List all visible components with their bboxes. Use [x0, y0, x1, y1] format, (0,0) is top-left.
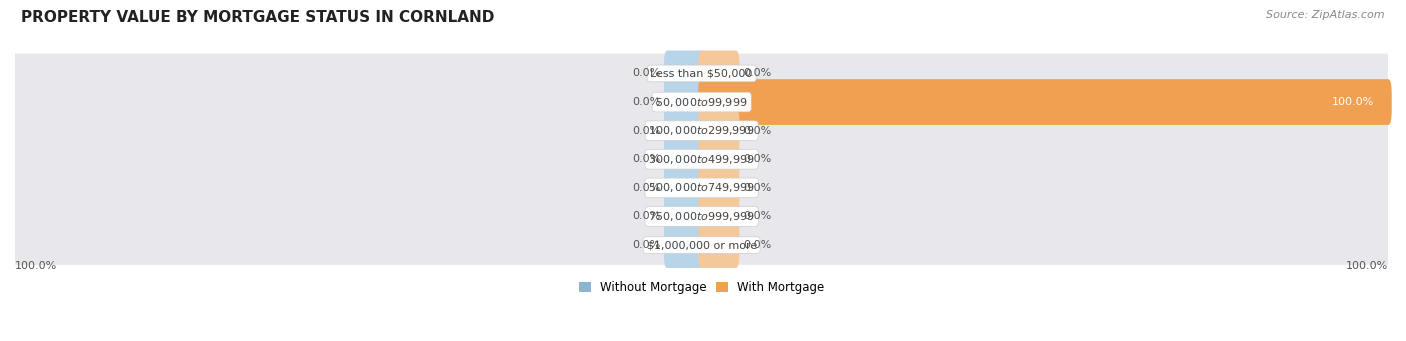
FancyBboxPatch shape	[664, 136, 704, 182]
FancyBboxPatch shape	[3, 197, 1400, 236]
FancyBboxPatch shape	[664, 50, 704, 96]
Text: 0.0%: 0.0%	[633, 183, 661, 193]
Text: 0.0%: 0.0%	[742, 69, 770, 78]
Text: 100.0%: 100.0%	[1346, 261, 1388, 271]
FancyBboxPatch shape	[664, 222, 704, 268]
Text: 0.0%: 0.0%	[633, 97, 661, 107]
FancyBboxPatch shape	[3, 139, 1400, 179]
Text: $50,000 to $99,999: $50,000 to $99,999	[655, 95, 748, 108]
FancyBboxPatch shape	[664, 194, 704, 239]
Text: Less than $50,000: Less than $50,000	[651, 69, 752, 78]
Text: $750,000 to $999,999: $750,000 to $999,999	[648, 210, 755, 223]
Text: $100,000 to $299,999: $100,000 to $299,999	[648, 124, 755, 137]
Legend: Without Mortgage, With Mortgage: Without Mortgage, With Mortgage	[574, 276, 830, 299]
Text: 100.0%: 100.0%	[1333, 97, 1375, 107]
FancyBboxPatch shape	[664, 108, 704, 153]
FancyBboxPatch shape	[699, 108, 740, 153]
FancyBboxPatch shape	[699, 136, 740, 182]
Text: $300,000 to $499,999: $300,000 to $499,999	[648, 153, 755, 166]
Text: 0.0%: 0.0%	[742, 154, 770, 164]
Text: 0.0%: 0.0%	[633, 211, 661, 222]
Text: 100.0%: 100.0%	[15, 261, 58, 271]
Text: $1,000,000 or more: $1,000,000 or more	[647, 240, 756, 250]
FancyBboxPatch shape	[699, 222, 740, 268]
FancyBboxPatch shape	[3, 168, 1400, 208]
Text: 0.0%: 0.0%	[742, 125, 770, 136]
Text: 0.0%: 0.0%	[633, 69, 661, 78]
Text: 0.0%: 0.0%	[742, 183, 770, 193]
Text: $500,000 to $749,999: $500,000 to $749,999	[648, 181, 755, 194]
Text: 0.0%: 0.0%	[633, 125, 661, 136]
FancyBboxPatch shape	[3, 111, 1400, 150]
Text: 0.0%: 0.0%	[633, 240, 661, 250]
FancyBboxPatch shape	[699, 79, 1392, 125]
FancyBboxPatch shape	[3, 54, 1400, 93]
Text: PROPERTY VALUE BY MORTGAGE STATUS IN CORNLAND: PROPERTY VALUE BY MORTGAGE STATUS IN COR…	[21, 10, 495, 25]
Text: Source: ZipAtlas.com: Source: ZipAtlas.com	[1267, 10, 1385, 20]
FancyBboxPatch shape	[3, 225, 1400, 265]
FancyBboxPatch shape	[699, 165, 740, 211]
FancyBboxPatch shape	[699, 50, 740, 96]
FancyBboxPatch shape	[664, 79, 704, 125]
FancyBboxPatch shape	[664, 165, 704, 211]
Text: 0.0%: 0.0%	[742, 211, 770, 222]
FancyBboxPatch shape	[699, 194, 740, 239]
Text: 0.0%: 0.0%	[633, 154, 661, 164]
FancyBboxPatch shape	[3, 82, 1400, 122]
Text: 0.0%: 0.0%	[742, 240, 770, 250]
